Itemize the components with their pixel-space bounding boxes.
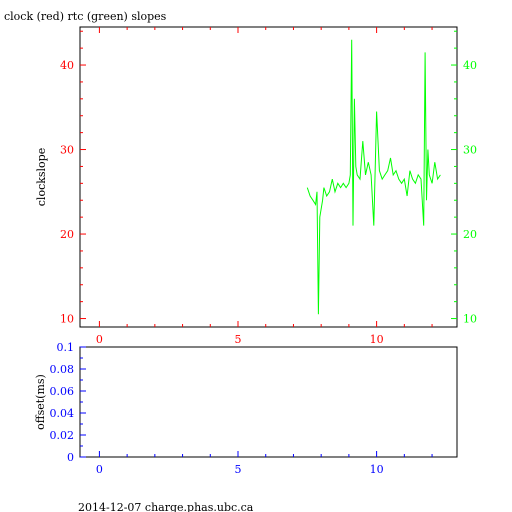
offset-x-tick-label: 10 xyxy=(370,463,384,476)
offset-plot-frame xyxy=(79,346,458,458)
offset-x-tick-label: 5 xyxy=(235,463,242,476)
offset-y-tick-label: 0.06 xyxy=(50,385,75,398)
chart-title: clock (red) rtc (green) slopes xyxy=(4,10,167,23)
series-line-rtc xyxy=(306,39,441,315)
slope-x-tick-label: 0 xyxy=(96,333,103,346)
offset-y-tick-label: 0.02 xyxy=(50,429,75,442)
slope-right-tick-label: 10 xyxy=(463,313,477,326)
slope-panel: 0 5 10 10 20 30 40 10 20 30 40 clockslope xyxy=(35,26,477,346)
slope-x-tick-label: 10 xyxy=(370,333,384,346)
slope-left-tick-label: 40 xyxy=(60,59,74,72)
slope-right-tick-label: 40 xyxy=(463,59,477,72)
slope-right-tick-label: 20 xyxy=(463,228,477,241)
slope-left-tick-label: 30 xyxy=(60,144,74,157)
offset-y-axis-label: offset(ms) xyxy=(34,374,47,430)
slope-series-group xyxy=(306,39,441,315)
slope-plot-frame xyxy=(79,26,458,328)
offset-x-tick-label: 0 xyxy=(96,463,103,476)
slope-y-axis-label: clockslope xyxy=(35,148,48,206)
offset-y-tick-label: 0.04 xyxy=(50,407,75,420)
footer-host-date: 2014-12-07 charge.phas.ubc.ca xyxy=(78,501,254,512)
offset-panel: 0 5 10 0 0.02 0.04 0.06 0.08 0.1 offset(ms) xyxy=(34,341,458,476)
slope-left-tick-label: 20 xyxy=(60,228,74,241)
slope-left-tick-label: 10 xyxy=(60,313,74,326)
slope-y-ticks: 10 20 30 40 10 20 30 40 xyxy=(60,30,477,326)
offset-x-ticks: 0 5 10 xyxy=(96,451,433,476)
slope-x-tick-label: 5 xyxy=(235,333,242,346)
offset-y-tick-label: 0.1 xyxy=(57,341,75,354)
offset-y-ticks: 0 0.02 0.04 0.06 0.08 0.1 xyxy=(50,341,86,464)
offset-y-tick-label: 0 xyxy=(67,451,74,464)
slope-x-ticks: 0 5 10 xyxy=(96,27,433,346)
slope-right-tick-label: 30 xyxy=(463,144,477,157)
offset-y-tick-label: 0.08 xyxy=(50,363,75,376)
